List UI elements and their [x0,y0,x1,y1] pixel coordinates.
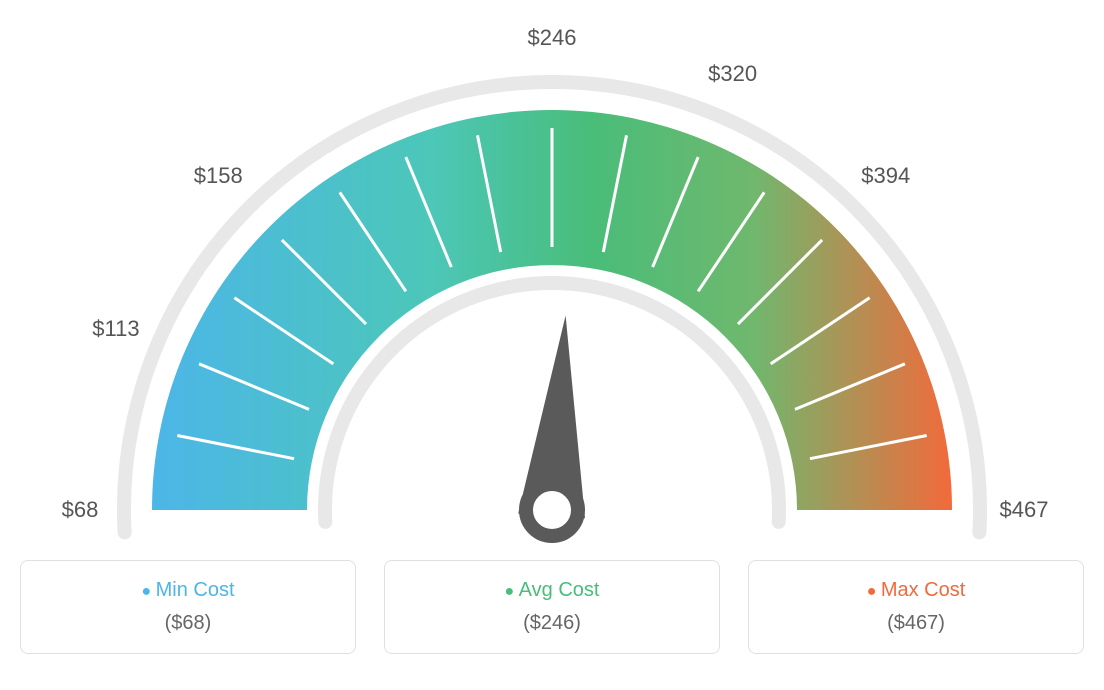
legend-min-value: ($68) [33,612,343,635]
gauge-tick-label: $246 [528,25,577,51]
legend-max: Max Cost ($467) [748,560,1084,654]
legend-min: Min Cost ($68) [20,560,356,654]
legend: Min Cost ($68) Avg Cost ($246) Max Cost … [20,560,1084,654]
legend-max-label: Max Cost [761,579,1071,602]
legend-max-value: ($467) [761,612,1071,635]
gauge-tick-label: $158 [194,163,243,189]
gauge-svg [20,20,1084,550]
legend-avg-value: ($246) [397,612,707,635]
gauge-tick-label: $467 [1000,497,1049,523]
legend-avg-label: Avg Cost [397,579,707,602]
gauge-tick-label: $113 [92,316,139,342]
gauge-tick-label: $68 [62,497,99,523]
legend-avg: Avg Cost ($246) [384,560,720,654]
gauge-tick-label: $394 [861,163,910,189]
cost-gauge: $68 $113 $158 $246 $320 $394 $467 [20,20,1084,550]
legend-min-label: Min Cost [33,579,343,602]
gauge-tick-label: $320 [708,61,757,87]
